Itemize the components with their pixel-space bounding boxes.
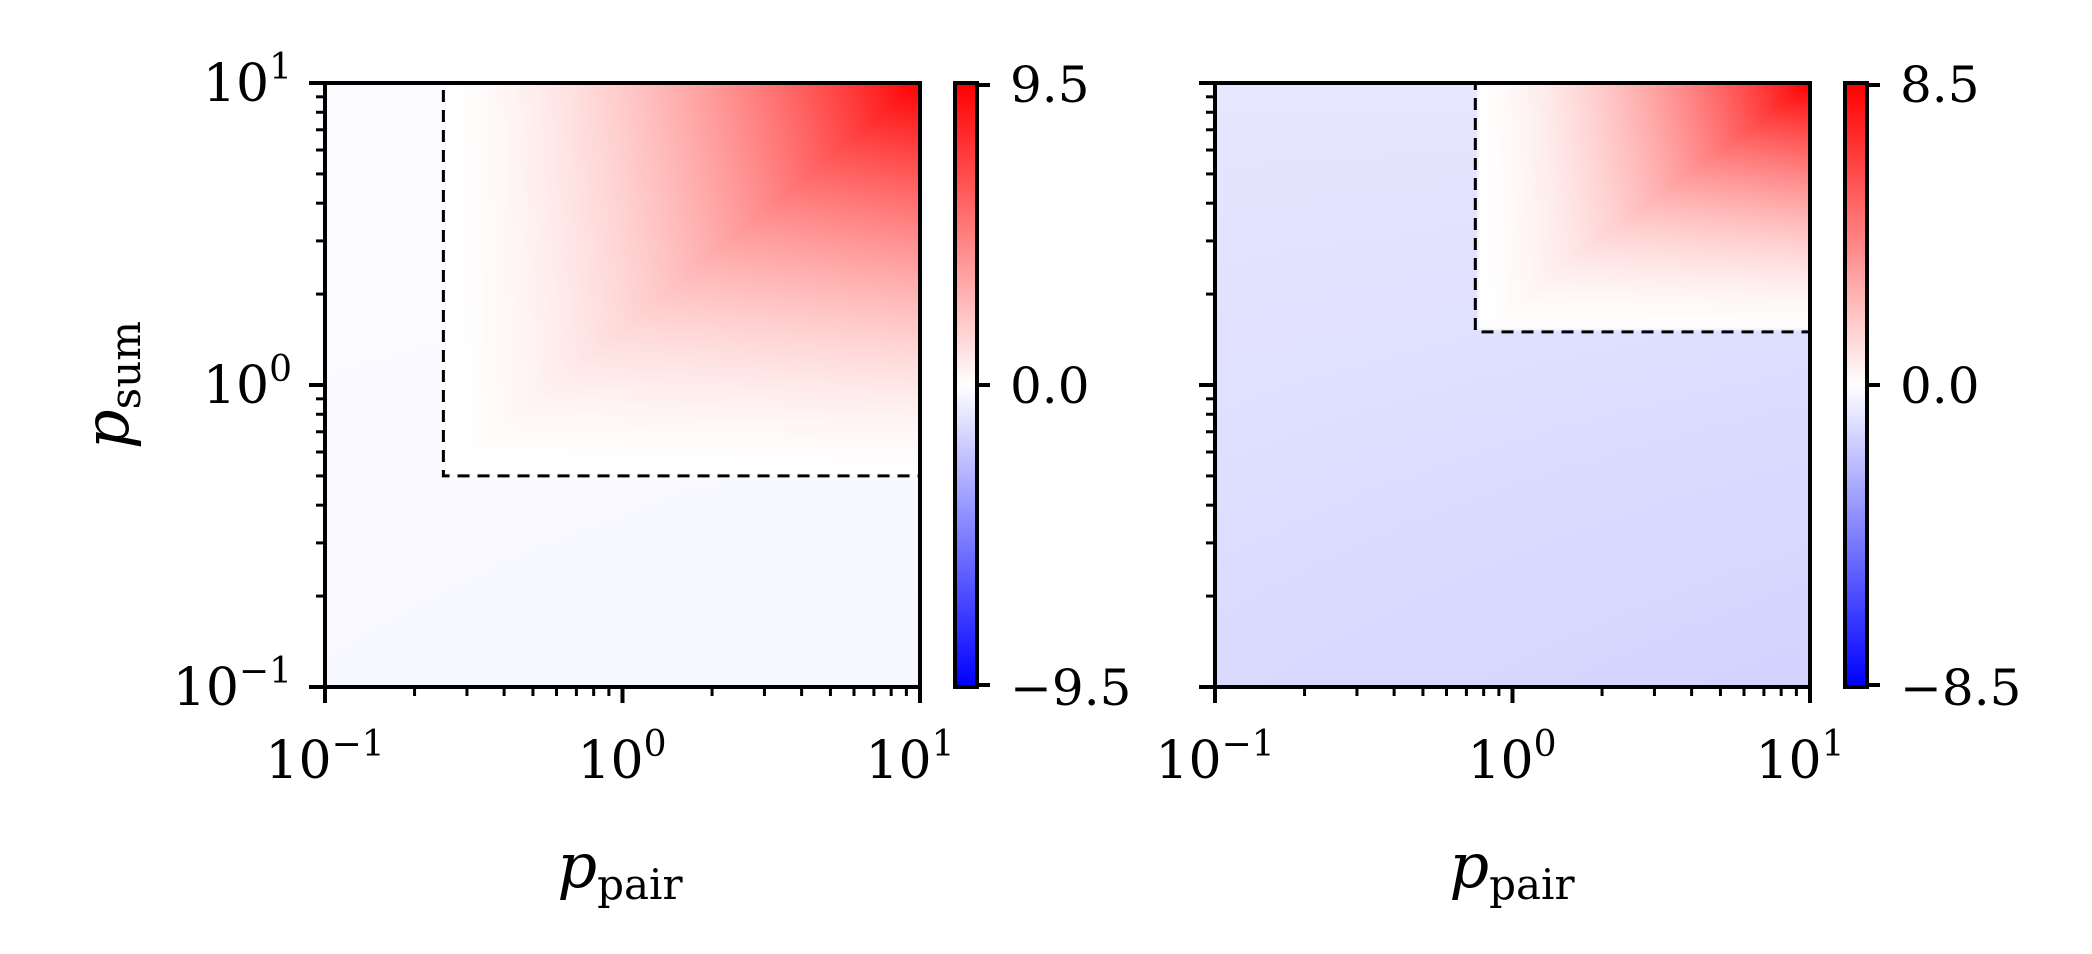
- left-ytick-label-0: 10−1: [173, 651, 292, 718]
- right-colorbar-gradient: [1845, 83, 1867, 687]
- left-xtick-label-2: 101: [865, 724, 954, 791]
- left-cbar-label-zero: 0.0: [1010, 357, 1090, 415]
- right-xtick-label-2: 101: [1755, 724, 1844, 791]
- left-cbar-label-max: 9.5: [1010, 56, 1090, 114]
- left-y-axis-label: psum: [70, 321, 150, 449]
- right-x-axis-label: ppair: [1449, 829, 1575, 909]
- right-xtick-label-0: 10−1: [1155, 724, 1274, 791]
- right-cbar-label-zero: 0.0: [1900, 357, 1980, 415]
- left-xtick-label-1: 100: [577, 724, 666, 791]
- right-y-ticks: [1199, 81, 1215, 689]
- left-xtick-label-0: 10−1: [265, 724, 384, 791]
- left-heatmap-image: [325, 83, 920, 687]
- left-colorbar-gradient: [955, 83, 977, 687]
- left-x-ticks: [323, 687, 922, 703]
- right-panel: 10−1 100 101 ppair 8.5 0.0 −8.5: [1155, 56, 2021, 909]
- left-x-axis-label: ppair: [557, 829, 683, 909]
- left-cbar-label-min: −9.5: [1010, 659, 1131, 717]
- left-threshold-box: [441, 81, 922, 478]
- right-cbar-label-min: −8.5: [1900, 659, 2021, 717]
- left-ytick-label-2: 101: [203, 47, 292, 114]
- left-y-ticks: [309, 81, 325, 689]
- right-cbar-label-max: 8.5: [1900, 56, 1980, 114]
- left-panel: 10−1 100 101 101 100 10−1 ppair psum 9.5…: [70, 47, 1131, 909]
- right-x-ticks: [1213, 687, 1812, 703]
- right-heatmap-image: [1215, 83, 1810, 687]
- left-ytick-label-1: 100: [203, 349, 292, 416]
- right-xtick-label-1: 100: [1467, 724, 1556, 791]
